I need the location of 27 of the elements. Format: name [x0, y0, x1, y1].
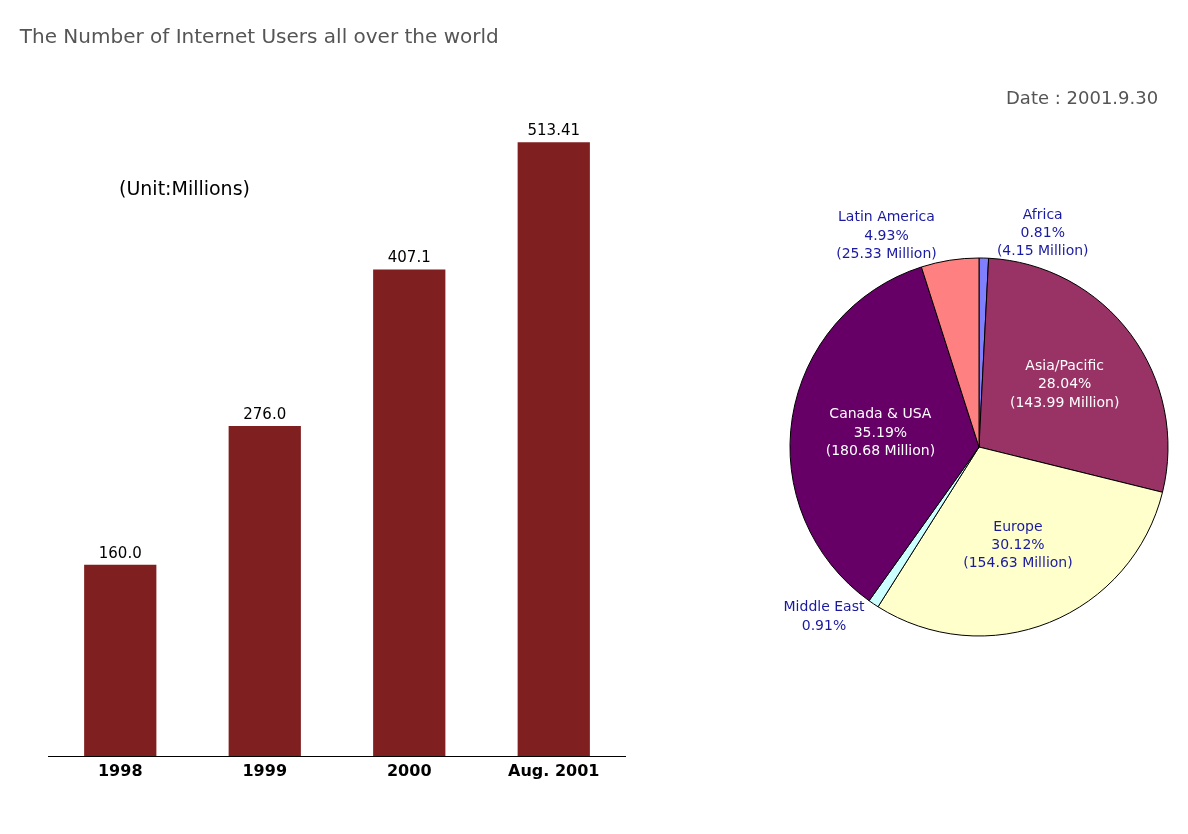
data-label: 0.81% (4.15 Million)	[996, 223, 1089, 259]
bar	[84, 564, 157, 756]
slice-label: Canada & USA	[829, 405, 932, 422]
x-tick-label: 1998	[97, 761, 143, 781]
bar	[517, 142, 590, 756]
data-label: 160.0	[98, 543, 142, 562]
chart-title: The Number of Internet Users all over the world	[18, 24, 499, 49]
data-label: 407.1	[387, 248, 431, 267]
bar	[228, 426, 301, 756]
x-tick-label: Aug. 2001	[508, 761, 600, 781]
data-label: 276.0	[243, 405, 287, 424]
data-label: 35.19% (180.68 Million)	[825, 423, 936, 458]
bar	[373, 269, 446, 756]
slice-label: Africa	[1022, 205, 1063, 222]
slice-label: Asia/Pacific	[1025, 357, 1104, 374]
x-tick-label: 2000	[386, 761, 432, 781]
slice-label: Europe	[993, 517, 1043, 534]
data-label: 30.12% (154.63 Million)	[963, 535, 1073, 570]
x-tick-label: 1999	[242, 761, 288, 781]
annotation: (Unit:Millions)	[119, 177, 250, 199]
data-label: 0.91%	[801, 616, 847, 633]
slice-label: Latin America	[838, 208, 935, 225]
text: Date : 2001.9.30	[1006, 87, 1159, 108]
data-label: 28.04% (143.99 Million)	[1009, 375, 1120, 410]
slice-label: Middle East	[783, 598, 865, 615]
data-label: 4.93% (25.33 Million)	[836, 226, 937, 261]
data-label: 513.41	[527, 121, 581, 140]
